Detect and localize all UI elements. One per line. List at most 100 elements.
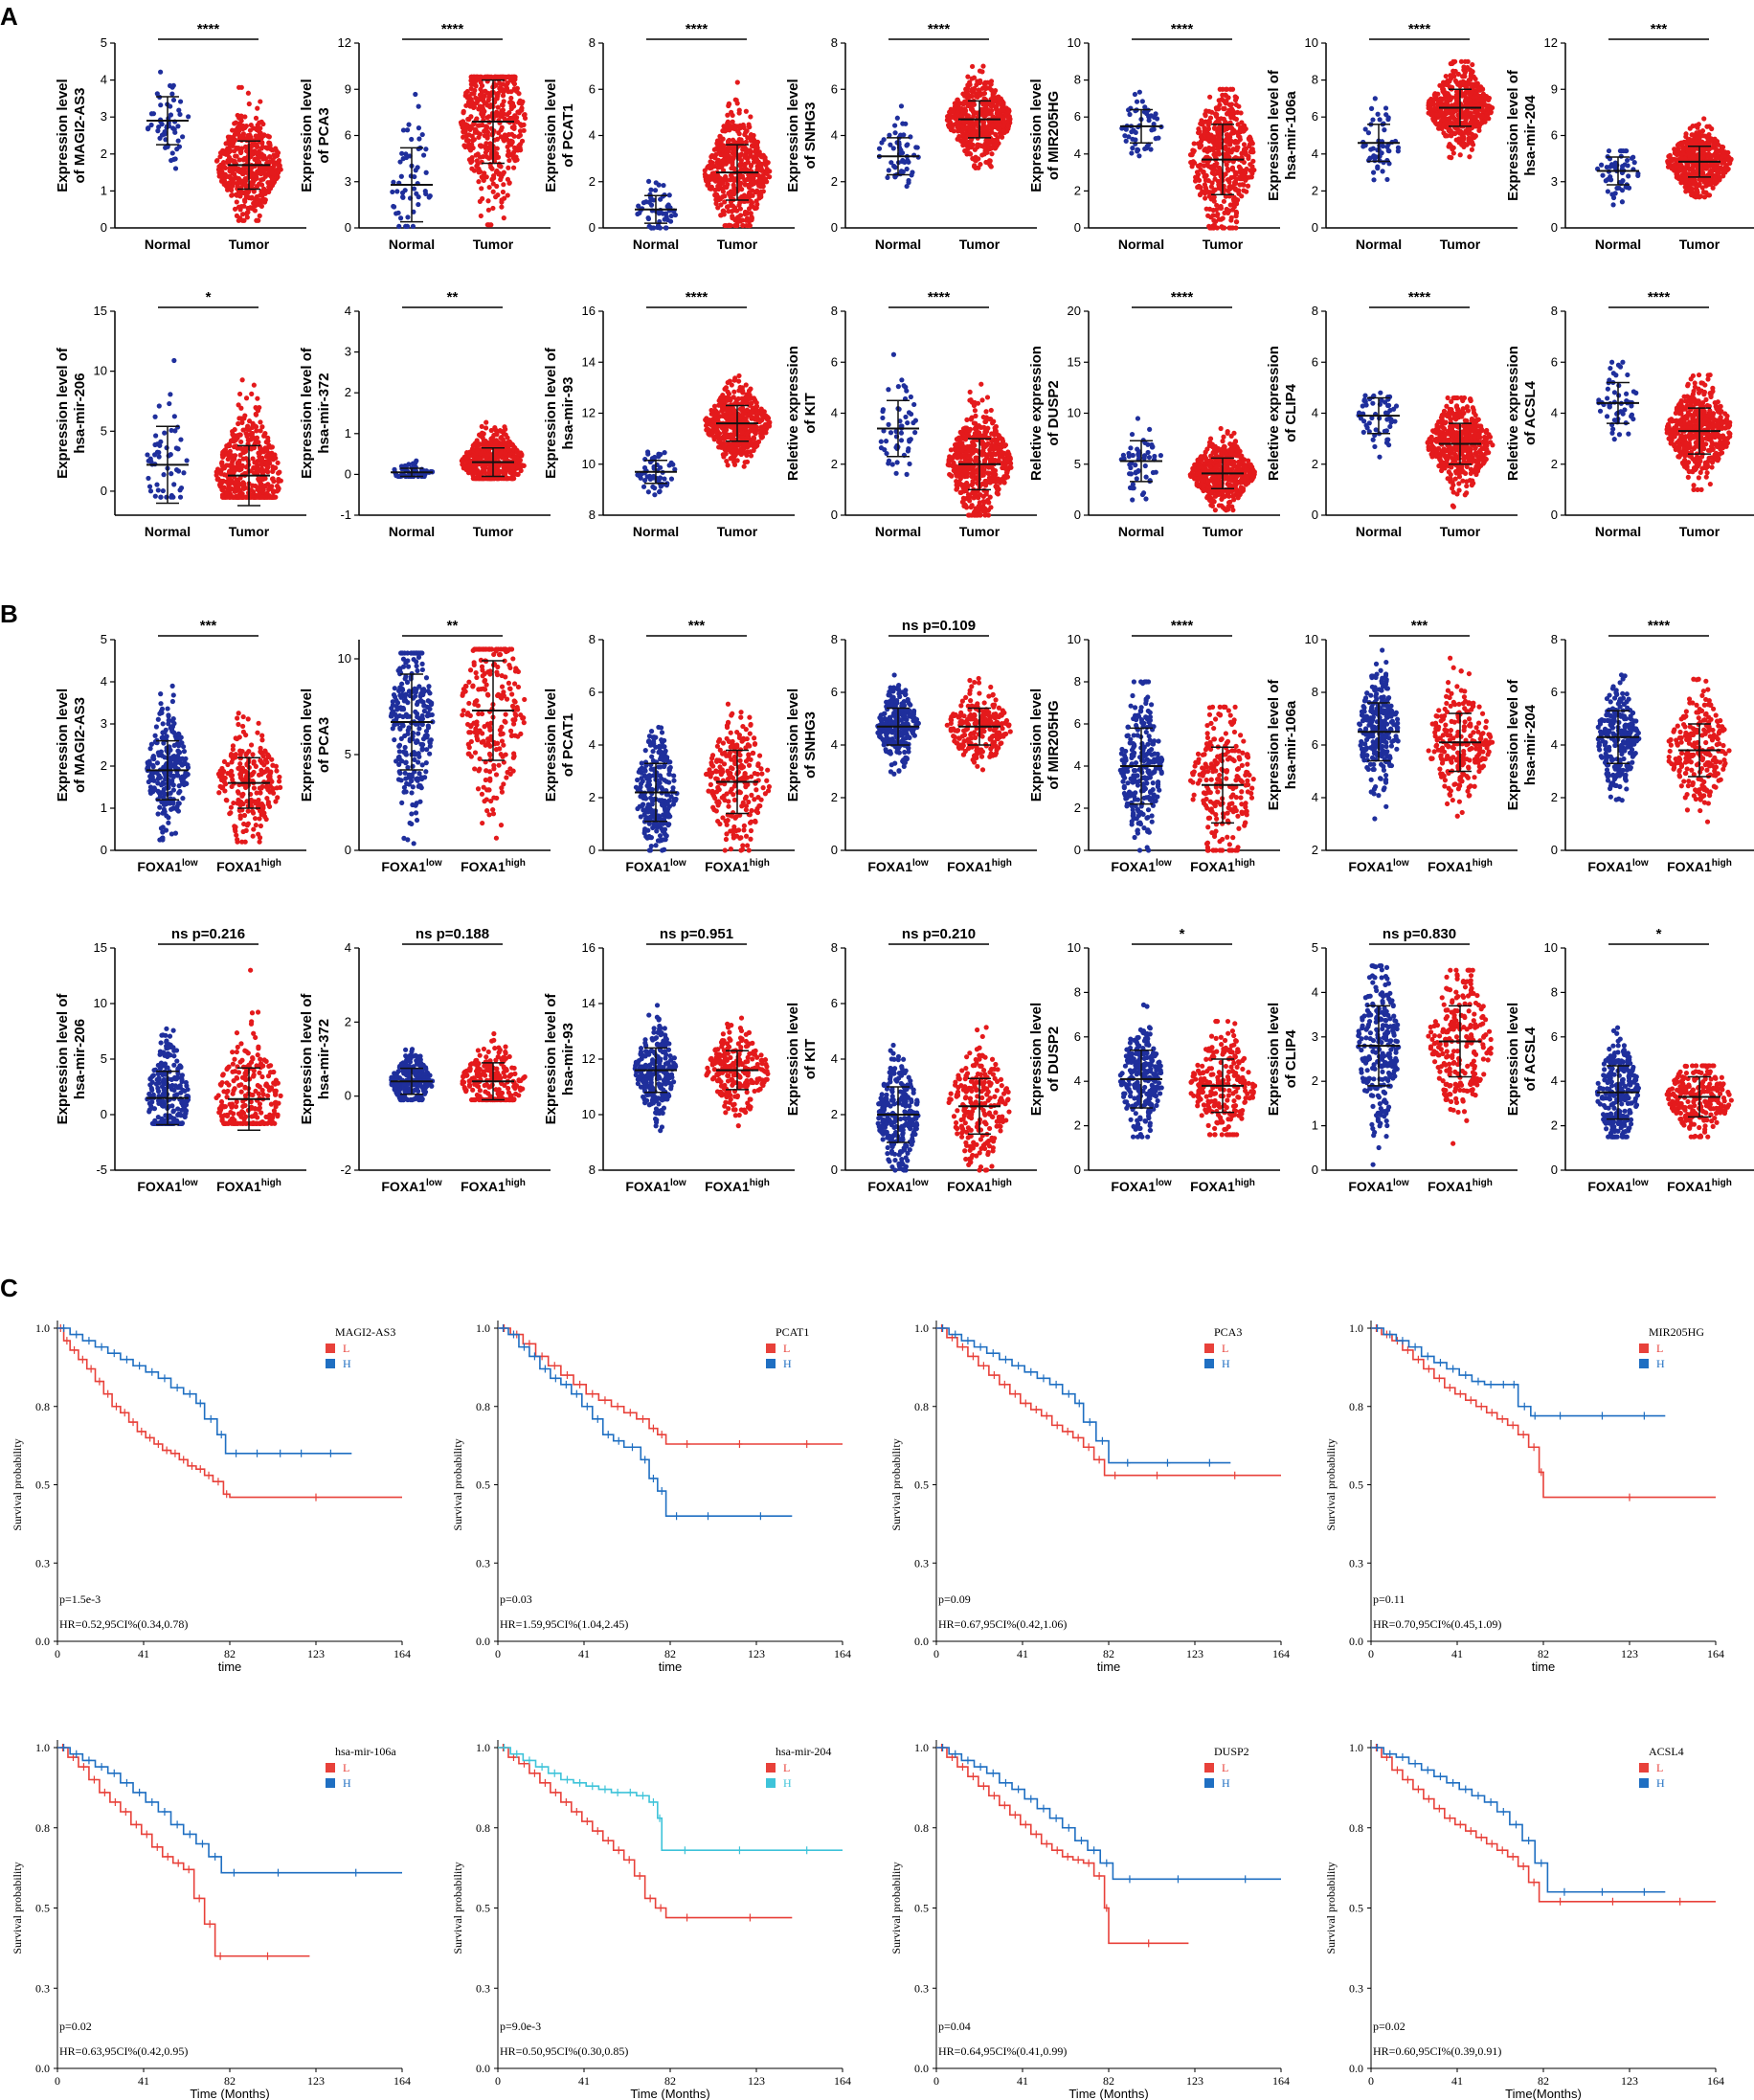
y-axis-label-line: Expression level [543,79,559,192]
y-axis-label-line: Expression level of [1266,69,1282,201]
data-point [1461,110,1467,116]
data-point [1475,86,1482,92]
data-point [963,147,969,153]
data-point [392,466,397,472]
data-point [1207,225,1213,231]
data-point [1215,212,1221,217]
data-point [1244,166,1249,172]
data-point [1237,127,1243,134]
data-point [258,419,263,425]
data-point [171,414,177,419]
data-point [1473,108,1478,115]
data-point [726,143,731,148]
data-point [743,108,749,114]
data-point [1707,146,1713,152]
data-point [459,458,464,463]
data-point [645,178,652,185]
data-point [1706,141,1712,147]
data-point [1454,97,1460,103]
data-point [1368,105,1375,111]
data-point [1203,177,1209,183]
data-point [150,111,157,117]
data-point [214,158,220,164]
data-point [1474,81,1480,87]
data-point [230,170,236,176]
data-point [1727,160,1733,167]
data-point [762,176,769,182]
data-point [736,131,742,137]
data-point [731,177,737,184]
data-point [267,154,273,160]
data-point [1687,182,1693,188]
data-point [737,123,743,128]
data-point [978,78,983,83]
data-point [980,63,986,69]
data-point [734,219,740,225]
data-point [1480,91,1486,97]
data-point [1439,125,1445,131]
data-point [239,217,245,223]
data-point [1132,91,1138,98]
data-point [742,212,748,217]
data-point [276,169,281,175]
data-point [488,441,494,447]
x-category-label: Tumor [473,237,514,252]
data-point [269,484,275,489]
data-point [1202,147,1207,153]
data-point [1233,102,1239,108]
data-point [972,147,978,152]
data-point [725,138,731,145]
data-point [503,87,508,93]
data-point [722,193,728,199]
data-point [1470,61,1475,68]
data-point [160,487,166,494]
data-point [891,163,897,169]
data-point [1231,198,1237,204]
data-point [1201,163,1207,169]
data-point [1212,176,1218,182]
data-point [249,391,255,396]
data-point [273,464,279,471]
data-point [247,127,254,133]
data-point [257,120,262,125]
data-point [765,160,771,166]
y-tick-label: 6 [1312,109,1318,124]
data-point [505,144,510,149]
data-point [482,133,487,139]
data-point [1188,159,1194,166]
data-point [490,181,496,187]
data-point [481,94,486,101]
data-point [1465,58,1471,64]
data-point [1479,113,1485,119]
y-tick-label: 8 [589,35,596,50]
data-point [177,111,183,118]
y-axis-label: Expression level ofhsa-mir-106a [1266,69,1299,201]
data-point [1445,78,1450,83]
data-point [1612,160,1618,166]
data-point [1239,172,1246,178]
data-point [1206,134,1212,140]
data-point [1202,124,1207,131]
data-point [1215,141,1221,147]
data-point [966,124,973,129]
data-point [1360,144,1366,149]
y-axis-label-line: of MAGI2-AS3 [72,87,88,183]
y-tick-label: 15 [94,304,107,318]
data-point [158,102,164,108]
data-point [726,102,731,109]
data-point [156,454,162,460]
data-point [1149,127,1155,133]
data-point [239,377,245,383]
data-point [729,109,734,115]
data-point [493,152,499,159]
data-point [1469,147,1475,152]
data-point [175,124,181,129]
data-point [948,115,954,121]
data-point [1244,189,1249,194]
data-point [904,166,910,172]
y-tick-label: 0 [831,220,838,235]
y-axis-label-line: Expression level [299,79,315,192]
data-point [238,178,244,184]
data-point [506,165,511,170]
